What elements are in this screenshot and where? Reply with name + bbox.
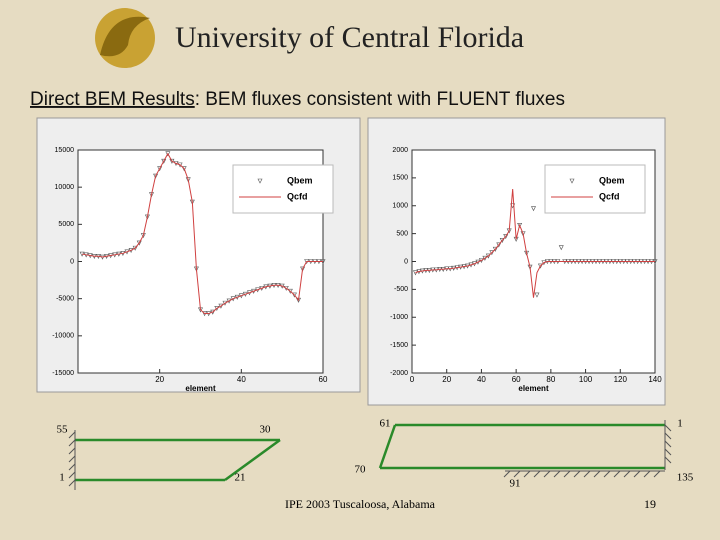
marker xyxy=(503,234,509,240)
y-tick-label: 0 xyxy=(404,258,408,265)
series-line xyxy=(415,188,655,298)
marker xyxy=(165,151,171,157)
marker xyxy=(537,263,543,269)
marker xyxy=(153,173,159,179)
marker xyxy=(161,158,167,164)
x-tick-label: 80 xyxy=(546,375,555,384)
marker xyxy=(157,166,163,172)
legend-label: Qcfd xyxy=(599,191,620,201)
x-tick-label: 120 xyxy=(614,375,628,384)
x-tick-label: 20 xyxy=(442,375,451,384)
x-tick-label: 140 xyxy=(648,375,662,384)
x-tick-label: 20 xyxy=(155,375,164,384)
marker xyxy=(499,238,505,243)
legend-swatch xyxy=(257,178,263,184)
y-tick-label: -1500 xyxy=(390,342,408,349)
subtitle-rest: : BEM fluxes consistent with FLUENT flux… xyxy=(195,89,565,110)
marker xyxy=(287,288,293,294)
marker xyxy=(496,242,502,248)
y-tick-label: -1000 xyxy=(390,314,408,321)
y-tick-label: 15000 xyxy=(55,147,75,154)
node-label: 55 xyxy=(57,424,69,436)
marker xyxy=(482,255,488,261)
y-tick-label: 1000 xyxy=(392,203,408,210)
node-label: 30 xyxy=(260,424,272,436)
x-tick-label: 0 xyxy=(410,375,415,384)
node-label: 1 xyxy=(677,418,683,430)
y-tick-label: -2000 xyxy=(390,370,408,377)
node-label: 1 xyxy=(59,472,65,484)
node-label: 21 xyxy=(235,472,246,484)
x-tick-label: 40 xyxy=(237,375,246,384)
y-tick-label: 0 xyxy=(70,258,74,265)
subtitle: Direct BEM Results: BEM fluxes consisten… xyxy=(30,89,565,110)
legend-label: Qcfd xyxy=(287,191,308,201)
marker xyxy=(300,266,306,272)
node-label: 135 xyxy=(677,472,694,484)
x-axis-label: element xyxy=(518,384,549,393)
y-tick-label: 500 xyxy=(396,230,408,237)
y-tick-label: -15000 xyxy=(52,370,74,377)
subtitle-underlined: Direct BEM Results xyxy=(30,89,195,110)
node-label: 61 xyxy=(380,418,391,430)
marker xyxy=(489,250,495,256)
marker xyxy=(291,292,297,298)
marker xyxy=(492,246,498,252)
y-tick-label: 10000 xyxy=(55,184,75,191)
x-tick-label: 60 xyxy=(512,375,521,384)
diagram-lines xyxy=(75,423,665,482)
series-line xyxy=(81,152,323,315)
legend-swatch xyxy=(569,178,575,184)
header-title: University of Central Florida xyxy=(175,21,524,54)
x-axis-label: element xyxy=(185,384,216,393)
node-label: 70 xyxy=(355,464,367,476)
y-tick-label: 1500 xyxy=(392,175,408,182)
diagram-hatching xyxy=(68,420,672,490)
marker xyxy=(558,245,564,251)
y-tick-label: -10000 xyxy=(52,333,74,340)
marker xyxy=(181,166,187,172)
y-tick-label: -5000 xyxy=(56,296,74,303)
page-number: 19 xyxy=(644,497,656,511)
y-tick-label: 5000 xyxy=(58,221,74,228)
x-tick-label: 100 xyxy=(579,375,593,384)
legend-label: Qbem xyxy=(287,175,313,185)
marker xyxy=(531,206,536,212)
logo xyxy=(95,8,155,68)
legend-label: Qbem xyxy=(599,175,625,185)
node-label: 91 xyxy=(510,478,521,490)
marker xyxy=(520,231,526,237)
marker xyxy=(485,253,491,259)
marker xyxy=(534,292,540,298)
y-tick-label: 2000 xyxy=(392,147,408,154)
legend xyxy=(544,164,646,214)
legend xyxy=(232,164,334,214)
x-tick-label: 40 xyxy=(477,375,486,384)
footer-text: IPE 2003 Tuscaloosa, Alabama xyxy=(285,497,436,511)
marker xyxy=(136,240,142,246)
y-tick-label: -500 xyxy=(394,286,408,293)
x-tick-label: 60 xyxy=(319,375,328,384)
marker xyxy=(185,177,191,183)
marker xyxy=(517,222,523,228)
